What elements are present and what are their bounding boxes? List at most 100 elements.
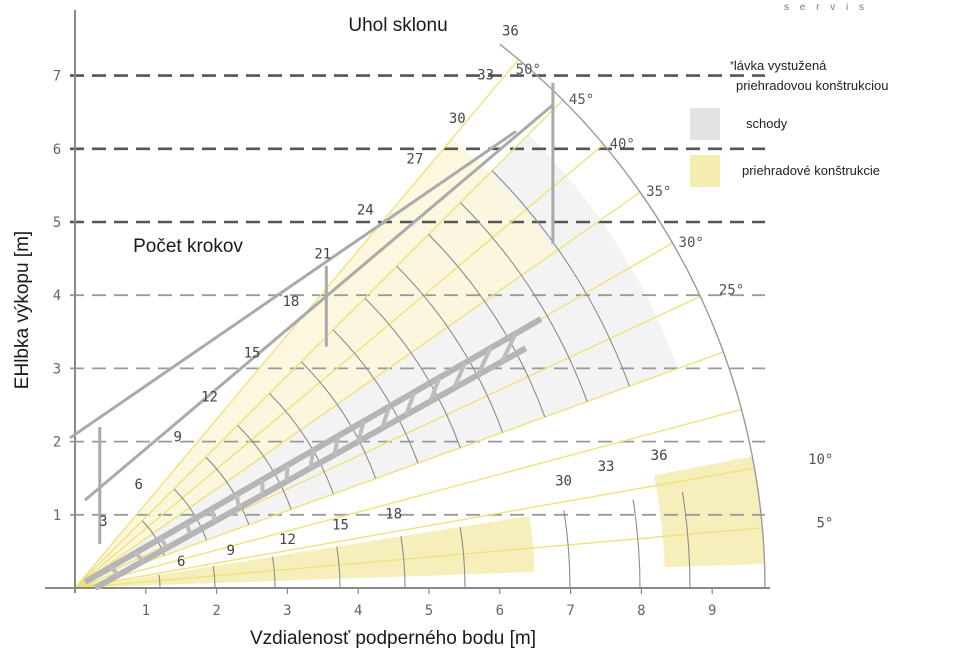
x-tick-label: 6 (496, 603, 504, 619)
axes-layer (45, 10, 770, 594)
radial-angle-line (74, 143, 605, 589)
step-count-label: 21 (314, 247, 331, 263)
truss-region-short (75, 516, 535, 588)
step-count-label: 15 (332, 517, 349, 533)
radial-angle-line (74, 527, 763, 589)
step-count-label: 27 (406, 151, 423, 167)
step-count-label: 9 (173, 430, 181, 446)
x-tick-label: 4 (354, 603, 362, 619)
flat-step-arc (632, 499, 641, 589)
ladder-rung (209, 508, 217, 522)
radial-angle-line (74, 191, 641, 589)
y-tick-label: 1 (53, 508, 61, 524)
step-arc (300, 361, 377, 479)
step-count-label: 24 (357, 203, 374, 219)
handrail-lower (84, 103, 554, 502)
chart-subtitle: Počet krokov (133, 236, 243, 257)
step-count-label: 15 (244, 345, 261, 361)
radial-angle-line (74, 467, 755, 589)
step-arc (428, 234, 546, 418)
step-count-label: 33 (477, 67, 494, 83)
step-arc (269, 393, 334, 495)
step-count-label: 18 (283, 294, 300, 310)
step-count-label: 6 (135, 477, 143, 493)
step-arc (173, 488, 208, 541)
chart-title: Uhol sklonu (348, 15, 447, 36)
angle-label: 50° (516, 62, 541, 78)
step-count-label: 30 (449, 111, 466, 127)
ladder-rung (500, 332, 518, 363)
angle-label: 5° (816, 516, 833, 532)
legend-swatch-truss (690, 155, 720, 187)
step-count-label: 9 (227, 543, 235, 559)
legend-label-truss: priehradové konštrukcie (742, 163, 881, 178)
ladder-rung (476, 347, 493, 376)
steep-truss-region (75, 138, 556, 588)
ladder-rung (356, 420, 366, 443)
legend-label-stairs: schody (746, 116, 788, 131)
angle-label: 45° (569, 92, 594, 108)
flat-step-arc (563, 510, 571, 589)
step-arc (396, 265, 504, 433)
flat-step-arc (681, 491, 691, 589)
ladder-rung (404, 391, 417, 416)
legend-note-line1: lávka vystužená (733, 58, 827, 73)
marks-layer (69, 82, 555, 591)
y-tick-label: 5 (53, 215, 61, 231)
step-count-label: 36 (502, 23, 519, 39)
step-arc (237, 424, 292, 510)
y-tick-label: 6 (53, 142, 61, 158)
ladder-rung (308, 450, 316, 469)
y-tick-label: 7 (53, 69, 61, 85)
angle-label: 30° (679, 235, 704, 251)
legend-note-line2: priehradovou konštrukciou (736, 78, 889, 93)
angle-label: 35° (646, 184, 671, 200)
legend-swatch-stairs (690, 108, 720, 140)
x-tick-label: 7 (566, 603, 574, 619)
step-count-label: 36 (651, 448, 668, 464)
ladder-rung (159, 537, 169, 550)
radial-angle-line (74, 99, 564, 589)
x-tick-label: 1 (142, 603, 150, 619)
radial-angle-line (74, 408, 742, 589)
y-tick-label: 3 (53, 361, 61, 377)
x-tick-label: 3 (283, 603, 291, 619)
ladder-rung (109, 565, 121, 577)
ladder-rung (428, 376, 442, 403)
ladder-rung (332, 435, 341, 456)
ladder-rung (235, 494, 241, 509)
ladder-rung (184, 522, 193, 536)
text-layer: Uhol sklonu Počet krokov Vzdialenosť pod… (12, 15, 833, 649)
brand-text: s e r v i s (783, 2, 868, 13)
ladder-rung (380, 405, 391, 429)
y-axis-label: EHlbka výkopu [m] (12, 231, 33, 389)
step-count-label: 6 (177, 554, 185, 570)
step-arc (364, 297, 461, 448)
chart-background-layer (75, 134, 765, 588)
ladder-rung (284, 464, 290, 482)
x-tick-label: 9 (708, 603, 716, 619)
step-arc (205, 456, 250, 525)
y-tick-label: 4 (53, 288, 61, 304)
step-arc (332, 329, 419, 464)
outer-arc (499, 43, 766, 589)
truss-region-long (654, 456, 765, 568)
angle-label: 25° (719, 283, 744, 299)
radial-angle-line (74, 58, 520, 589)
step-count-label: 12 (201, 389, 218, 405)
angle-label: 10° (808, 452, 833, 468)
ladder-rung (452, 361, 467, 390)
legend-note: *lávka vystužená priehradovou konštrukci… (730, 56, 888, 96)
step-count-label: 30 (555, 474, 572, 490)
step-arc (459, 202, 588, 402)
step-count-label: 3 (99, 514, 107, 530)
x-tick-label: 2 (212, 603, 220, 619)
step-count-label: 33 (598, 459, 615, 475)
handrail-upper (69, 130, 517, 440)
x-axis-label: Vzdialenosť podperného bodu [m] (250, 628, 536, 649)
x-tick-label: 5 (425, 603, 433, 619)
y-tick-label: 2 (53, 435, 61, 451)
radial-angle-line (74, 351, 724, 589)
ladder-rung (134, 551, 145, 563)
